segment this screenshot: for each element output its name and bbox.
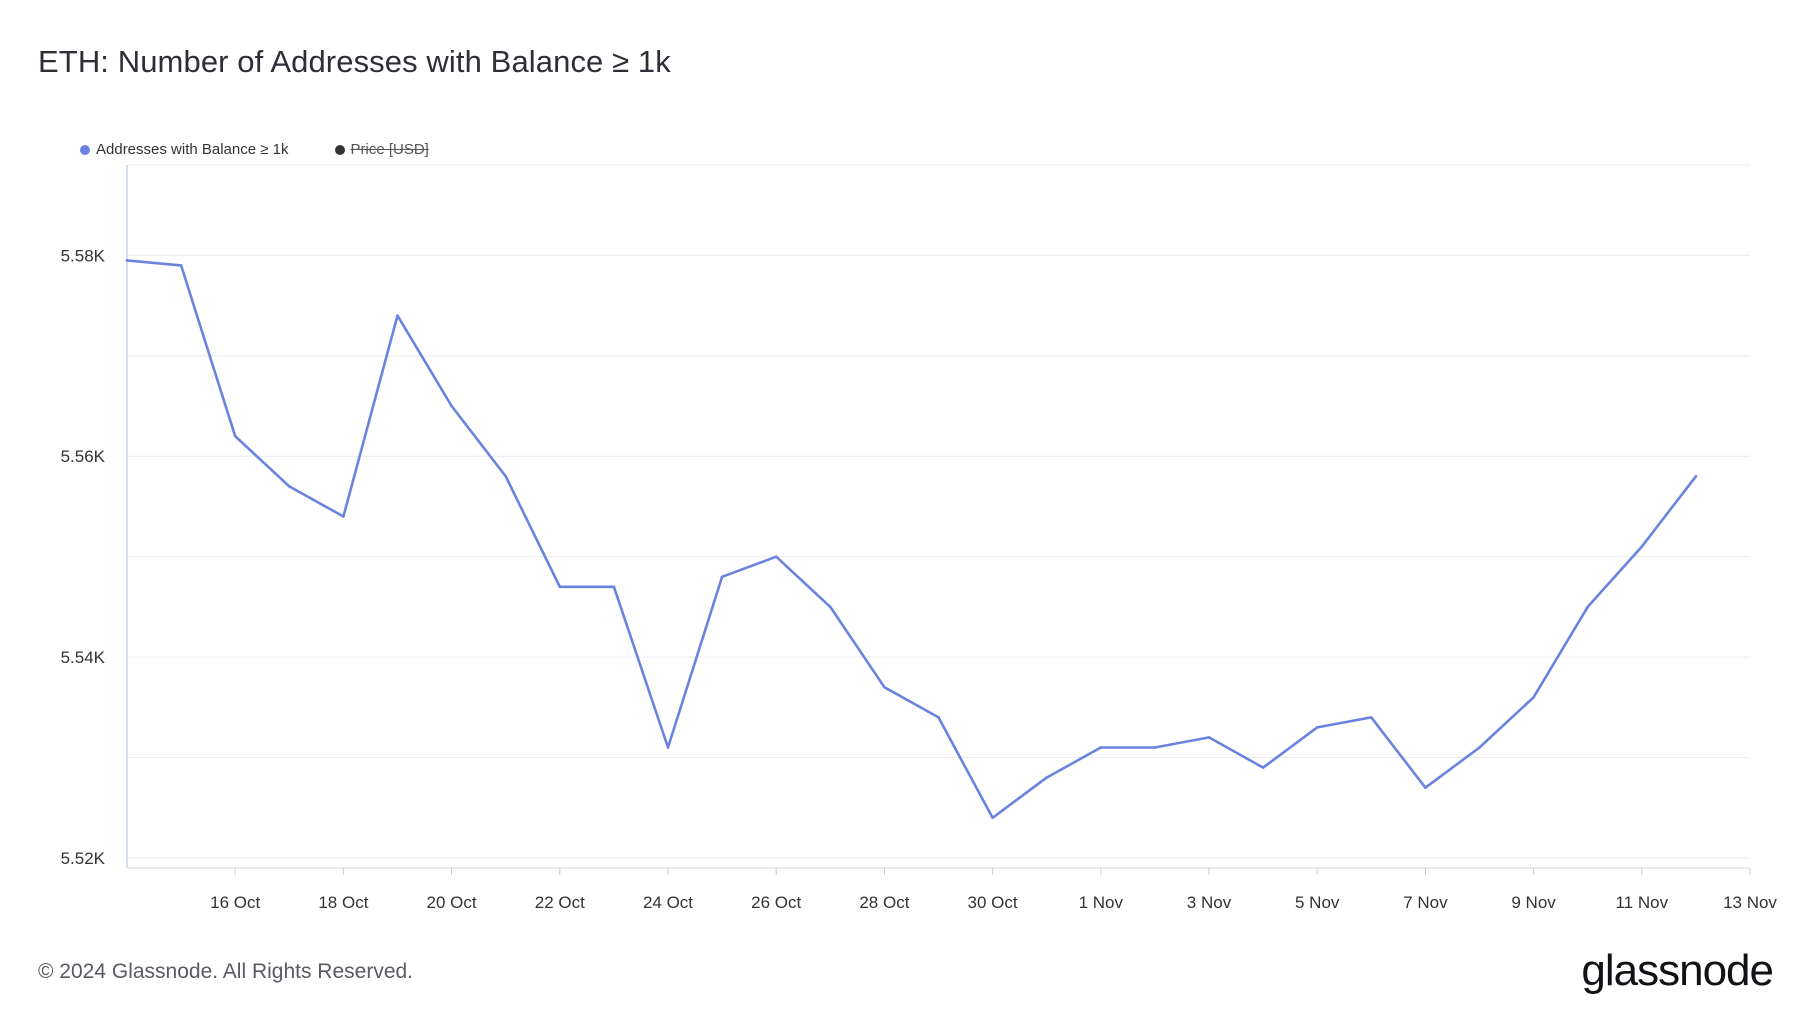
data-point [342, 515, 345, 518]
data-point [720, 575, 724, 579]
data-point [1370, 716, 1373, 719]
x-tick-label: 9 Nov [1511, 893, 1556, 912]
x-tick-label: 16 Oct [210, 893, 260, 912]
series-line-addresses [125, 259, 1698, 820]
data-point [666, 746, 670, 749]
copyright-notice: © 2024 Glassnode. All Rights Reserved. [38, 960, 414, 983]
data-point [1694, 475, 1698, 478]
data-point [612, 585, 616, 589]
legend-dot-addresses [80, 144, 90, 155]
data-point [1532, 695, 1535, 699]
data-point [504, 475, 508, 478]
x-tick-label: 13 Nov [1723, 893, 1777, 912]
x-tick-label: 11 Nov [1615, 893, 1668, 912]
y-tick-label: 5.58K [61, 246, 106, 265]
y-tick-label: 5.54K [61, 648, 106, 667]
data-point [450, 404, 453, 408]
brand-logo: glassnode [1581, 946, 1774, 995]
data-point [558, 585, 562, 589]
data-point [1315, 726, 1319, 729]
data-point [396, 314, 399, 317]
legend-item-addresses[interactable]: Addresses with Balance ≥ 1k [80, 141, 289, 158]
legend-dot-price [334, 144, 345, 155]
data-point [179, 264, 183, 267]
x-tick-label: 22 Oct [535, 893, 585, 912]
x-tick-label: 30 Oct [968, 893, 1018, 912]
chart-legend: Addresses with Balance ≥ 1k Price [USD] [80, 141, 475, 158]
x-tick-label: 5 Nov [1295, 893, 1340, 912]
x-tick-label: 1 Nov [1079, 893, 1124, 912]
data-point [1478, 746, 1481, 749]
x-tick-label: 24 Oct [643, 893, 693, 912]
data-point [288, 485, 291, 488]
data-point [1261, 766, 1265, 769]
y-tick-label: 5.56K [61, 447, 106, 466]
data-point [774, 555, 778, 558]
data-point [1045, 776, 1048, 779]
data-point [1640, 545, 1644, 548]
data-point [883, 685, 886, 689]
legend-item-price[interactable]: Price [USD] [334, 141, 429, 158]
x-tick-label: 3 Nov [1187, 893, 1232, 912]
x-tick-label: 7 Nov [1403, 893, 1448, 912]
data-point [1424, 786, 1427, 789]
data-point [1099, 746, 1103, 749]
legend-label-price: Price [USD] [350, 141, 429, 158]
data-point [1207, 736, 1211, 739]
data-point [937, 716, 940, 719]
x-tick-label: 28 Oct [859, 893, 909, 912]
x-tick-label: 18 Oct [318, 893, 368, 912]
x-tick-label: 26 Oct [751, 893, 801, 912]
legend-label-addresses: Addresses with Balance ≥ 1k [96, 141, 289, 158]
data-point [1586, 605, 1589, 609]
data-point [1153, 746, 1157, 749]
data-point [233, 434, 237, 438]
data-point [829, 605, 832, 609]
data-point [125, 259, 129, 262]
chart-title: ETH: Number of Addresses with Balance ≥ … [38, 44, 671, 79]
data-point [991, 816, 994, 820]
y-tick-label: 5.52K [61, 849, 106, 868]
x-tick-label: 20 Oct [427, 893, 477, 912]
